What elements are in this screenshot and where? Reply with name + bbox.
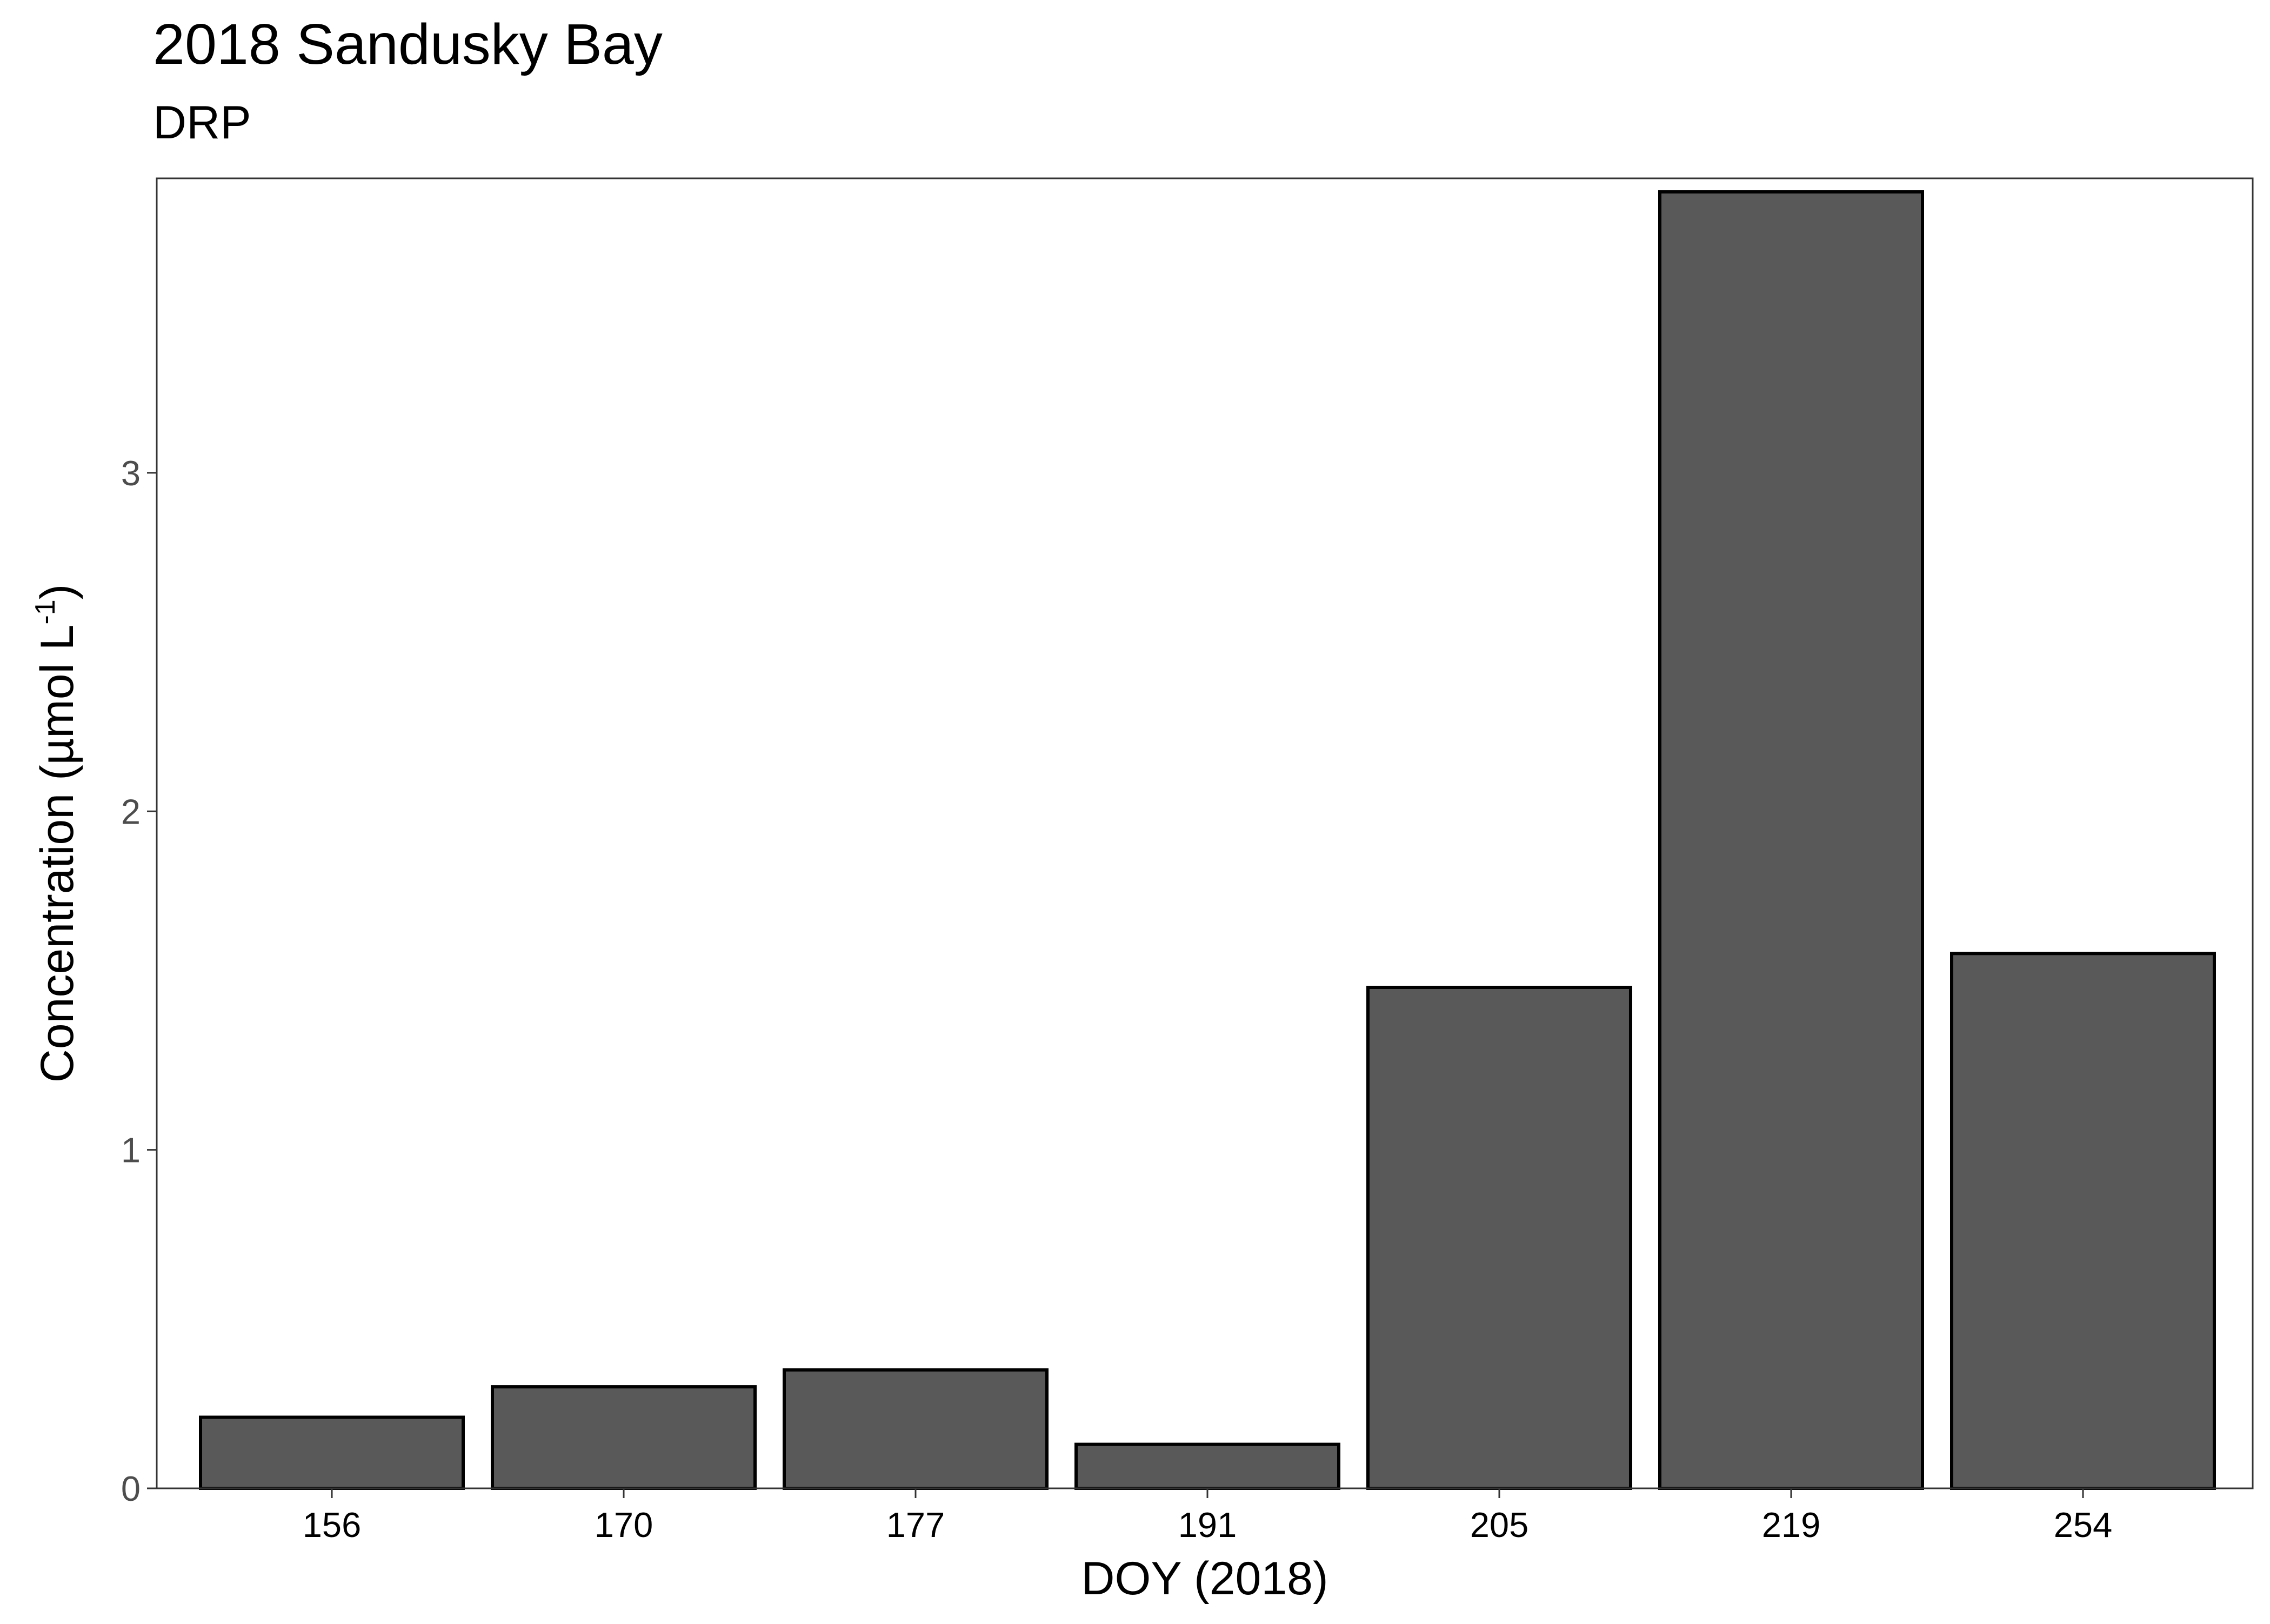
x-tick-label-191: 191 — [1178, 1505, 1237, 1545]
y-tick-label: 0 — [121, 1469, 141, 1508]
x-axis-ticks: 156 170 177 191 205 219 254 — [303, 1488, 2112, 1545]
x-tick-label-170: 170 — [595, 1505, 653, 1545]
bars — [199, 190, 2216, 1491]
chart-subtitle: DRP — [153, 97, 251, 149]
x-tick-label-254: 254 — [2054, 1505, 2112, 1545]
bar-219 — [1658, 190, 1924, 1491]
bar-170 — [491, 1385, 757, 1490]
panel-border — [156, 177, 2254, 1489]
bar-177 — [783, 1368, 1049, 1490]
y-axis-ticks: 0 1 2 3 — [121, 453, 157, 1508]
y-tick-label: 2 — [121, 792, 141, 831]
x-axis-label: DOY (2018) — [1081, 1553, 1328, 1605]
y-axis-label: Concentration (µmol L-1) — [30, 584, 83, 1083]
chart-title: 2018 Sandusky Bay — [153, 12, 663, 76]
bar-205 — [1366, 985, 1632, 1490]
bar-254 — [1950, 952, 2216, 1490]
y-axis-label-close: ) — [31, 584, 83, 600]
bar-191 — [1074, 1442, 1340, 1491]
y-tick-label: 1 — [121, 1131, 141, 1170]
x-tick-label-156: 156 — [303, 1505, 361, 1545]
y-axis-label-superscript: -1 — [30, 599, 61, 624]
y-axis-label-main: Concentration (µmol L — [31, 625, 83, 1083]
y-tick-label: 3 — [121, 453, 141, 493]
bar-156 — [199, 1415, 465, 1490]
x-tick-label-177: 177 — [886, 1505, 945, 1545]
x-tick-label-219: 219 — [1762, 1505, 1820, 1545]
x-tick-label-205: 205 — [1470, 1505, 1528, 1545]
